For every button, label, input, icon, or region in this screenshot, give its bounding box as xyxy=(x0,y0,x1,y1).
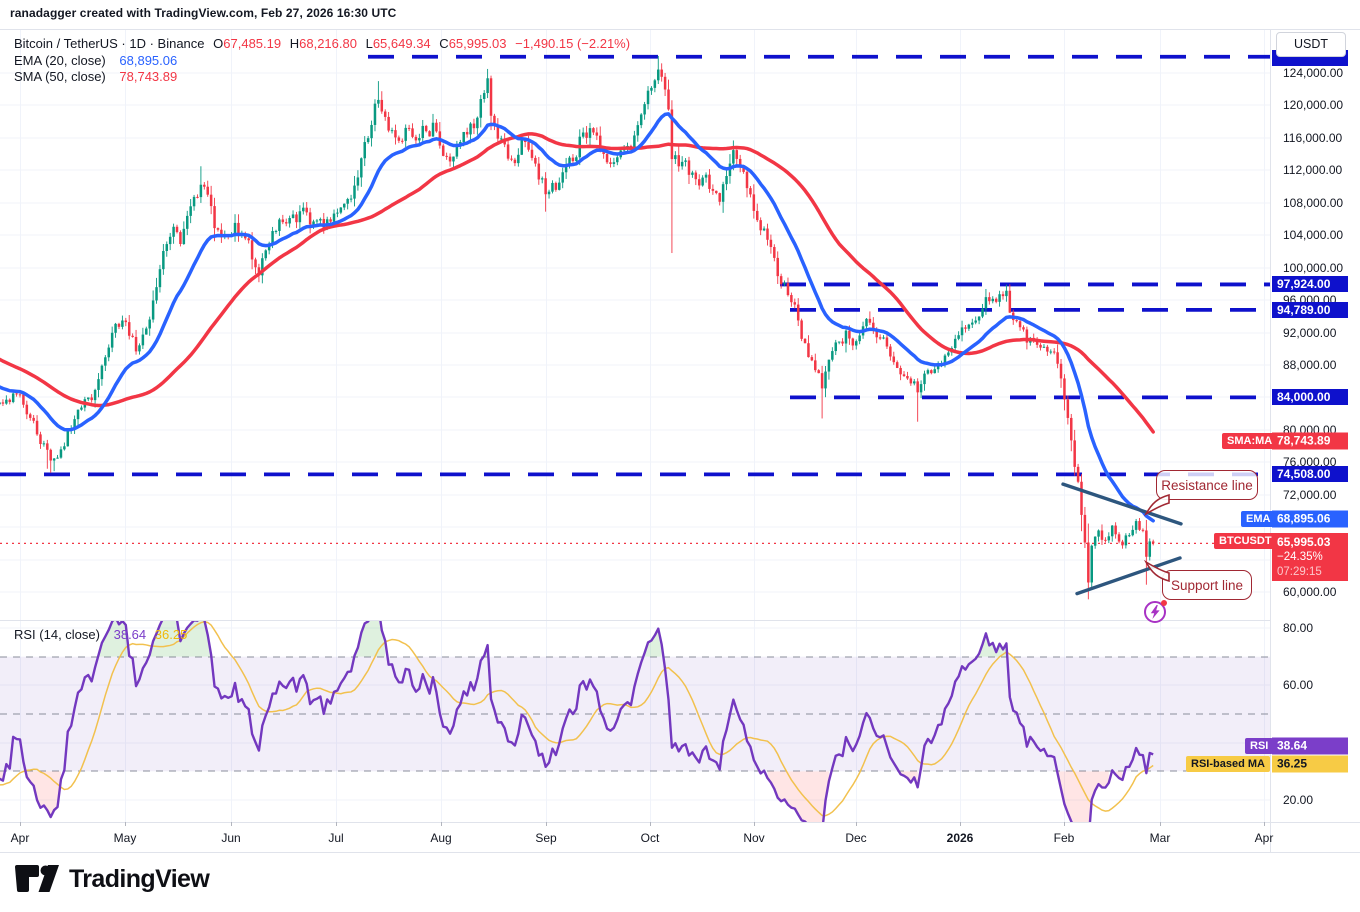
price-axis-tick: 116,000.00 xyxy=(1283,130,1343,145)
time-axis-tick xyxy=(20,822,21,826)
time-axis-label: Apr xyxy=(10,831,30,845)
rsi-axis-tick: 80.00 xyxy=(1283,621,1314,635)
time-axis-label: Dec xyxy=(845,831,867,845)
last-price-axis-box: 65,995.03 −24.35% 07:29:15 xyxy=(1272,533,1348,581)
resistance-callout-tail xyxy=(1144,494,1170,516)
sma-axis-tag: SMA:MA xyxy=(1222,433,1278,449)
price-axis-tick: 100,000.00 xyxy=(1283,260,1344,275)
high-value: 68,216.80 xyxy=(299,36,357,51)
sma-value: 78,743.89 xyxy=(119,69,178,84)
low-value: 65,649.34 xyxy=(372,36,431,51)
price-level-label: 97,924.00 xyxy=(1272,276,1348,293)
price-axis-tick: 120,000.00 xyxy=(1283,98,1344,113)
time-axis-tick xyxy=(231,822,232,826)
support-line-callout[interactable]: Support line xyxy=(1162,570,1252,600)
rsi-ma-axis-tag: RSI-based MA xyxy=(1186,756,1270,772)
open-value: 67,485.19 xyxy=(223,36,282,51)
time-axis-tick xyxy=(960,822,961,826)
time-axis-tick xyxy=(441,822,442,826)
price-level-label: 94,789.00 xyxy=(1272,301,1348,318)
change-value: −1,490.15 (−2.21%) xyxy=(515,36,631,51)
rsi-ma-value: 36.25 xyxy=(154,627,188,642)
high-label: H xyxy=(289,36,300,51)
time-axis-label: 2026 xyxy=(946,831,974,845)
ema-value: 68,895.06 xyxy=(119,53,178,68)
support-callout-tail xyxy=(1144,560,1170,582)
time-axis-tick xyxy=(125,822,126,826)
price-axis-tick: 104,000.00 xyxy=(1283,228,1344,243)
rsi-axis-value: 38.64 xyxy=(1272,737,1348,755)
chart-bottom-border xyxy=(0,852,1360,853)
close-label: C xyxy=(439,36,449,51)
time-axis-label: May xyxy=(113,831,137,845)
time-axis-tick xyxy=(754,822,755,826)
price-axis-tick: 88,000.00 xyxy=(1283,357,1337,372)
price-axis-tick: 124,000.00 xyxy=(1283,66,1344,80)
ema-label: EMA (20, close) xyxy=(14,53,106,68)
time-axis-tick xyxy=(336,822,337,826)
price-axis-tick: 92,000.00 xyxy=(1283,325,1337,340)
sma-axis-value: 78,743.89 xyxy=(1272,432,1348,450)
price-axis-tick: 60,000.00 xyxy=(1283,585,1337,599)
time-axis-tick xyxy=(650,822,651,826)
rsi-legend[interactable]: RSI (14, close) 38.64 36.25 xyxy=(14,627,187,642)
rsi-axis-tick: 60.00 xyxy=(1283,678,1314,693)
time-axis-tick xyxy=(1064,822,1065,826)
symbol-title: Bitcoin / TetherUS · 1D · Binance xyxy=(14,36,205,51)
flash-reaction-icon[interactable] xyxy=(1141,597,1169,625)
symbol-legend[interactable]: Bitcoin / TetherUS · 1D · Binance O67,48… xyxy=(14,36,630,51)
tradingview-logo-icon xyxy=(15,865,59,892)
last-price: 65,995.03 xyxy=(1277,535,1331,549)
change-percent: −24.35% xyxy=(1277,551,1323,563)
currency-toggle-button[interactable]: USDT xyxy=(1276,32,1346,57)
chart-canvas[interactable] xyxy=(0,0,1360,852)
rsi-axis-tag: RSI xyxy=(1245,738,1274,754)
rsi-ma-axis-value: 36.25 xyxy=(1272,755,1348,773)
time-axis-tick xyxy=(546,822,547,826)
time-axis-label: Jun xyxy=(221,831,241,845)
time-axis-label: Feb xyxy=(1053,831,1075,845)
header-divider xyxy=(0,29,1360,30)
time-axis-label: Sep xyxy=(535,831,557,845)
ema-axis-tag: EMA xyxy=(1241,511,1276,527)
time-axis-label: Nov xyxy=(743,831,765,845)
resistance-line-callout[interactable]: Resistance line xyxy=(1156,470,1258,500)
low-label: L xyxy=(365,36,373,51)
close-value: 65,995.03 xyxy=(448,36,507,51)
bar-countdown: 07:29:15 xyxy=(1277,566,1322,578)
price-axis-tick: 72,000.00 xyxy=(1283,487,1337,502)
rsi-axis-tick: 20.00 xyxy=(1283,793,1314,807)
price-level-label: 84,000.00 xyxy=(1272,389,1348,406)
time-axis-tick xyxy=(1264,822,1265,826)
price-axis-tick: 108,000.00 xyxy=(1283,195,1344,210)
tradingview-logo-text: TradingView xyxy=(69,864,210,893)
price-axis-tick: 76,000.00 xyxy=(1283,455,1337,470)
price-axis-tick: 112,000.00 xyxy=(1283,163,1343,178)
price-level-label: 74,508.00 xyxy=(1272,466,1348,483)
attribution-text: ranadagger created with TradingView.com,… xyxy=(10,6,397,20)
time-axis-label: Jul xyxy=(328,831,344,845)
tradingview-logo[interactable]: TradingView xyxy=(14,864,210,894)
time-axis-tick xyxy=(856,822,857,826)
time-axis-label: Mar xyxy=(1149,831,1171,845)
symbol-axis-tag: BTCUSDT xyxy=(1214,533,1277,549)
time-axis-label: Oct xyxy=(640,831,660,845)
time-axis-tick xyxy=(1160,822,1161,826)
rsi-value: 38.64 xyxy=(113,627,147,642)
sma-label: SMA (50, close) xyxy=(14,69,106,84)
time-axis-label: Aug xyxy=(430,831,452,845)
rsi-label: RSI (14, close) xyxy=(14,627,100,642)
open-label: O xyxy=(213,36,224,51)
ema-axis-value: 68,895.06 xyxy=(1272,510,1348,528)
sma-legend[interactable]: SMA (50, close) 78,743.89 xyxy=(14,69,177,84)
time-axis-label: Apr xyxy=(1254,831,1274,845)
ema-legend[interactable]: EMA (20, close) 68,895.06 xyxy=(14,53,177,68)
